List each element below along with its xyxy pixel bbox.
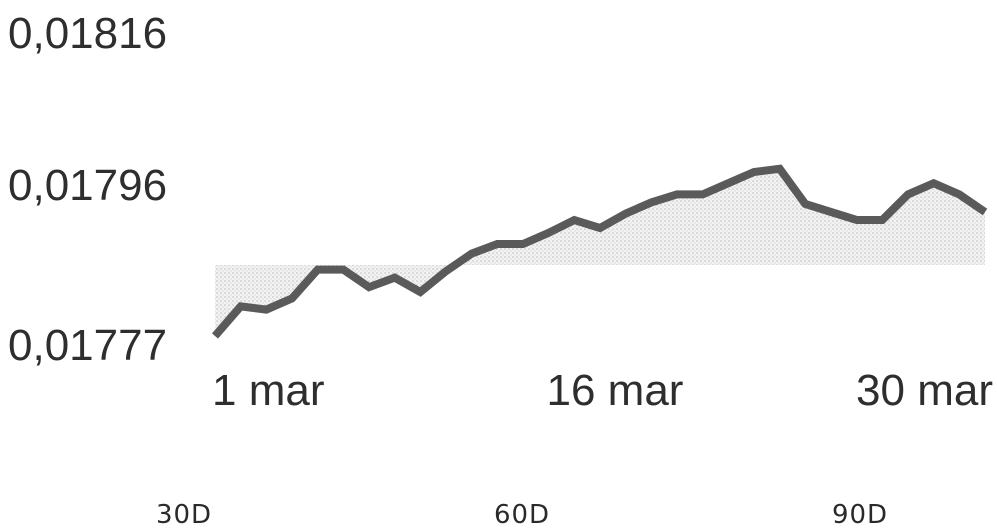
area-fill-shape [215,168,985,336]
data-point-5 [315,267,321,273]
data-point-13 [520,241,526,247]
data-point-22 [751,169,757,175]
x-tick-label-1: 1 mar [212,366,324,415]
data-point-14 [546,230,552,236]
series-line-path [211,164,988,339]
data-point-9 [417,289,423,295]
data-point-15 [571,217,577,223]
data-point-17 [623,211,629,217]
y-tick-label-2: 0,01796 [8,161,167,210]
data-point-23 [777,166,783,172]
x-tick-label-3: 30 mar [856,366,993,415]
y-tick-label-1: 0,01816 [8,9,167,58]
range-selector: 30D 60D 90D [0,470,997,532]
data-point-18 [648,199,654,205]
data-point-26 [854,217,860,223]
data-point-3 [263,307,269,313]
data-point-8 [392,275,398,281]
data-point-21 [725,180,731,186]
y-tick-label-3: 0,01777 [8,321,167,370]
data-point-4 [289,295,295,301]
y-axis-ticks: 0,01816 0,01796 0,01777 [8,9,167,370]
price-chart: 0,01816 0,01796 0,01777 1 mar 16 mar 30 mar [8,9,993,415]
data-point-11 [469,251,475,257]
data-point-6 [340,267,346,273]
data-point-2 [238,303,244,309]
range-30d-button[interactable]: 30D [150,498,218,532]
data-point-28 [905,191,911,197]
data-point-7 [366,284,372,290]
data-point-30 [956,191,962,197]
x-tick-label-2: 16 mar [547,366,684,415]
area-fill [215,168,985,336]
data-point-19 [674,191,680,197]
range-90d-button[interactable]: 90D [826,498,894,532]
data-point-1 [212,333,218,339]
x-axis-ticks: 1 mar 16 mar 30 mar [212,366,993,415]
data-point-10 [443,268,449,274]
data-point-29 [931,180,937,186]
data-point-27 [879,217,885,223]
data-point-12 [494,241,500,247]
data-point-25 [828,209,834,215]
data-point-31 [982,209,988,215]
series-line [211,164,988,339]
data-point-24 [802,201,808,207]
data-point-16 [597,225,603,231]
data-point-20 [700,191,706,197]
range-60d-button[interactable]: 60D [488,498,556,532]
